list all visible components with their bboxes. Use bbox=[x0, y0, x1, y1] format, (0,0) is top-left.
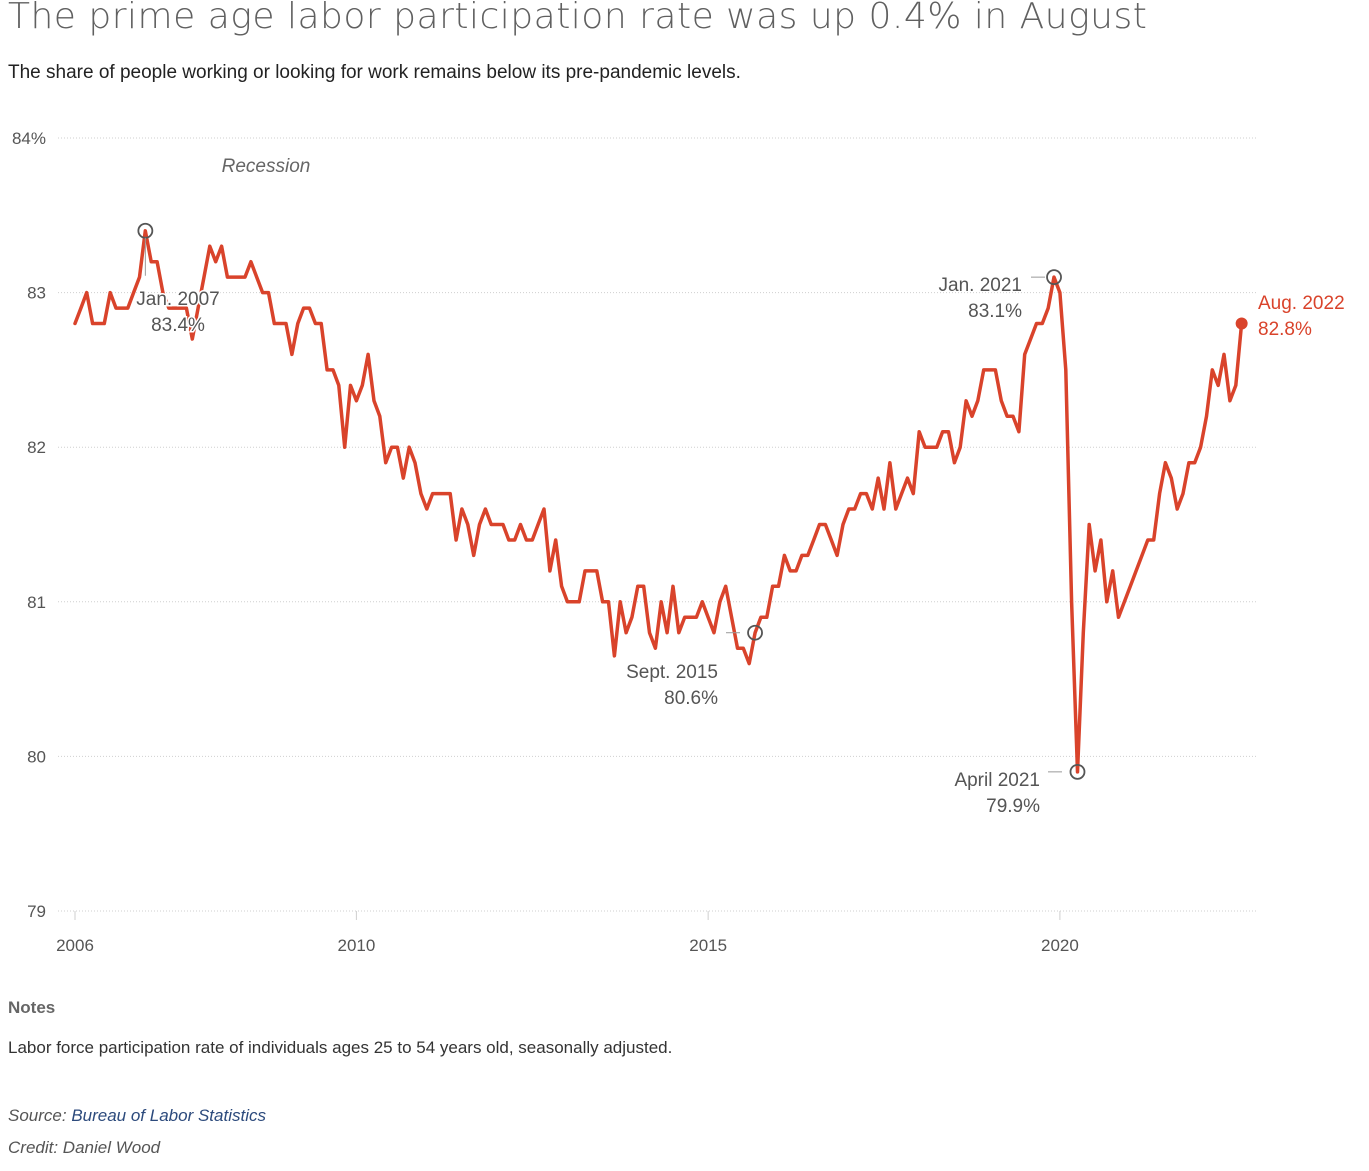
notes-heading: Notes bbox=[8, 998, 56, 1017]
y-tick-label: 84% bbox=[12, 129, 46, 148]
line-chart: 84% 83 82 81 80 79 2006 2010 2015 2020 Recession… bbox=[12, 129, 1345, 955]
annotation-marker-circle bbox=[747, 624, 763, 641]
y-tick-label: 83 bbox=[27, 284, 46, 303]
annotation-label: Jan. 2021 bbox=[939, 275, 1022, 296]
annotations: Jan. 2007 83.4% Sept. 2015 80.6% Jan. 2021 83… bbox=[135, 222, 1345, 817]
series-line bbox=[73, 229, 1244, 774]
source-line: Source: Bureau of Labor Statistics bbox=[8, 1106, 266, 1126]
source-link[interactable]: Bureau of Labor Statistics bbox=[71, 1106, 266, 1125]
recession-label: Recession bbox=[222, 156, 311, 177]
credit-line: Credit: Daniel Wood bbox=[8, 1138, 161, 1157]
annotation-marker-circle bbox=[1046, 269, 1062, 286]
annotation-value: 79.9% bbox=[986, 796, 1040, 817]
annotation-value: 83.4% bbox=[151, 315, 205, 336]
annotation-value: 83.1% bbox=[968, 301, 1022, 322]
series-line-group bbox=[73, 229, 1244, 774]
y-tick-label: 79 bbox=[27, 902, 46, 921]
x-axis-ticks: 2006 2010 2015 2020 bbox=[56, 911, 1079, 955]
x-tick-label: 2015 bbox=[689, 936, 727, 955]
x-tick-label: 2020 bbox=[1041, 936, 1079, 955]
grid-lines bbox=[58, 137, 1258, 912]
annotation-value: 82.8% bbox=[1258, 319, 1312, 340]
source-label: Source: bbox=[8, 1106, 72, 1125]
x-tick-label: 2006 bbox=[56, 936, 94, 955]
annotation-label: Aug. 2022 bbox=[1258, 293, 1345, 314]
annotation-label: Jan. 2007 bbox=[136, 289, 219, 310]
annotation-marker-circle bbox=[1069, 763, 1086, 780]
annotation-marker-dot bbox=[1235, 317, 1248, 330]
y-tick-label: 81 bbox=[27, 593, 46, 612]
x-tick-label: 2010 bbox=[337, 936, 375, 955]
annotation-value: 80.6% bbox=[664, 688, 718, 709]
y-axis-ticks: 84% 83 82 81 80 79 bbox=[12, 129, 46, 921]
notes-text: Labor force participation rate of indivi… bbox=[8, 1038, 673, 1057]
annotation-label: Sept. 2015 bbox=[626, 662, 718, 683]
y-tick-label: 82 bbox=[27, 438, 46, 457]
y-tick-label: 80 bbox=[27, 747, 46, 766]
chart-title: The prime age labor participation rate w… bbox=[8, 0, 1148, 37]
annotation-label: April 2021 bbox=[954, 770, 1040, 791]
chart-subtitle: The share of people working or looking f… bbox=[8, 62, 741, 83]
